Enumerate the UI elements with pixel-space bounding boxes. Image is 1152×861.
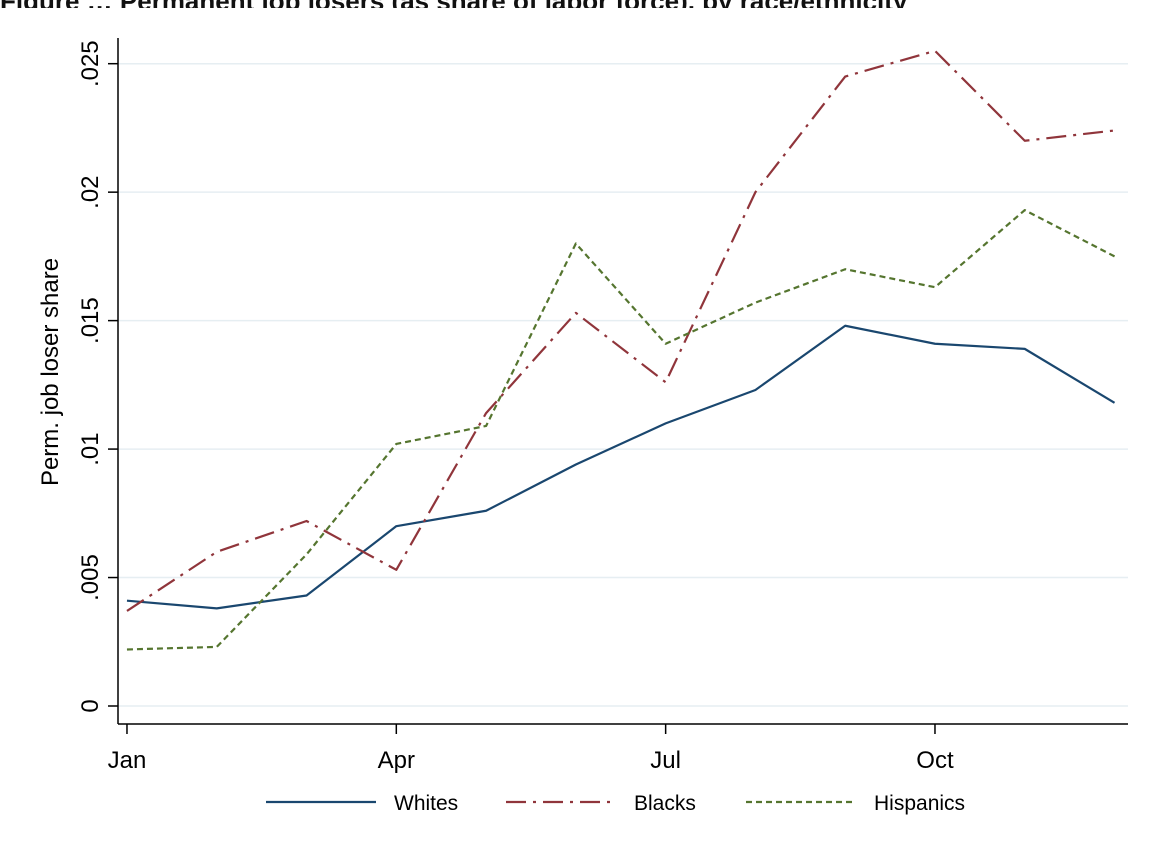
y-axis-label: Perm. job loser share	[37, 258, 64, 486]
legend: Whites Blacks Hispanics	[266, 792, 965, 815]
series-lines	[126, 49, 1116, 651]
gridlines	[118, 62, 1128, 707]
plot-frame: 0 .005 .01 .015 .02 .025 Jan Apr Jul Oct Perm. job…	[8, 20, 1152, 861]
x-tick-label: Jul	[650, 747, 681, 774]
y-tick-label: .01	[77, 432, 104, 465]
y-tick-label: .015	[77, 297, 104, 344]
y-tick-label: .025	[77, 40, 104, 87]
line-chart: 0 .005 .01 .015 .02 .025 Jan Apr Jul Oct Perm. job…	[37, 38, 1128, 815]
series-line-whites	[126, 324, 1116, 610]
series-line-blacks	[126, 49, 1115, 612]
x-tick-label: Apr	[378, 747, 415, 774]
y-tick-label: .005	[77, 554, 104, 601]
x-tick-label: Oct	[916, 747, 954, 774]
y-tick-label: 0	[77, 699, 104, 712]
series-line-hispanics	[126, 209, 1116, 651]
axes: 0 .005 .01 .015 .02 .025 Jan Apr Jul Oct Perm. job…	[37, 38, 1128, 774]
legend-label-hispanics: Hispanics	[874, 792, 965, 815]
legend-label-blacks: Blacks	[634, 792, 696, 815]
y-tick-label: .02	[77, 175, 104, 208]
legend-label-whites: Whites	[394, 792, 458, 815]
x-tick-label: Jan	[108, 747, 147, 774]
